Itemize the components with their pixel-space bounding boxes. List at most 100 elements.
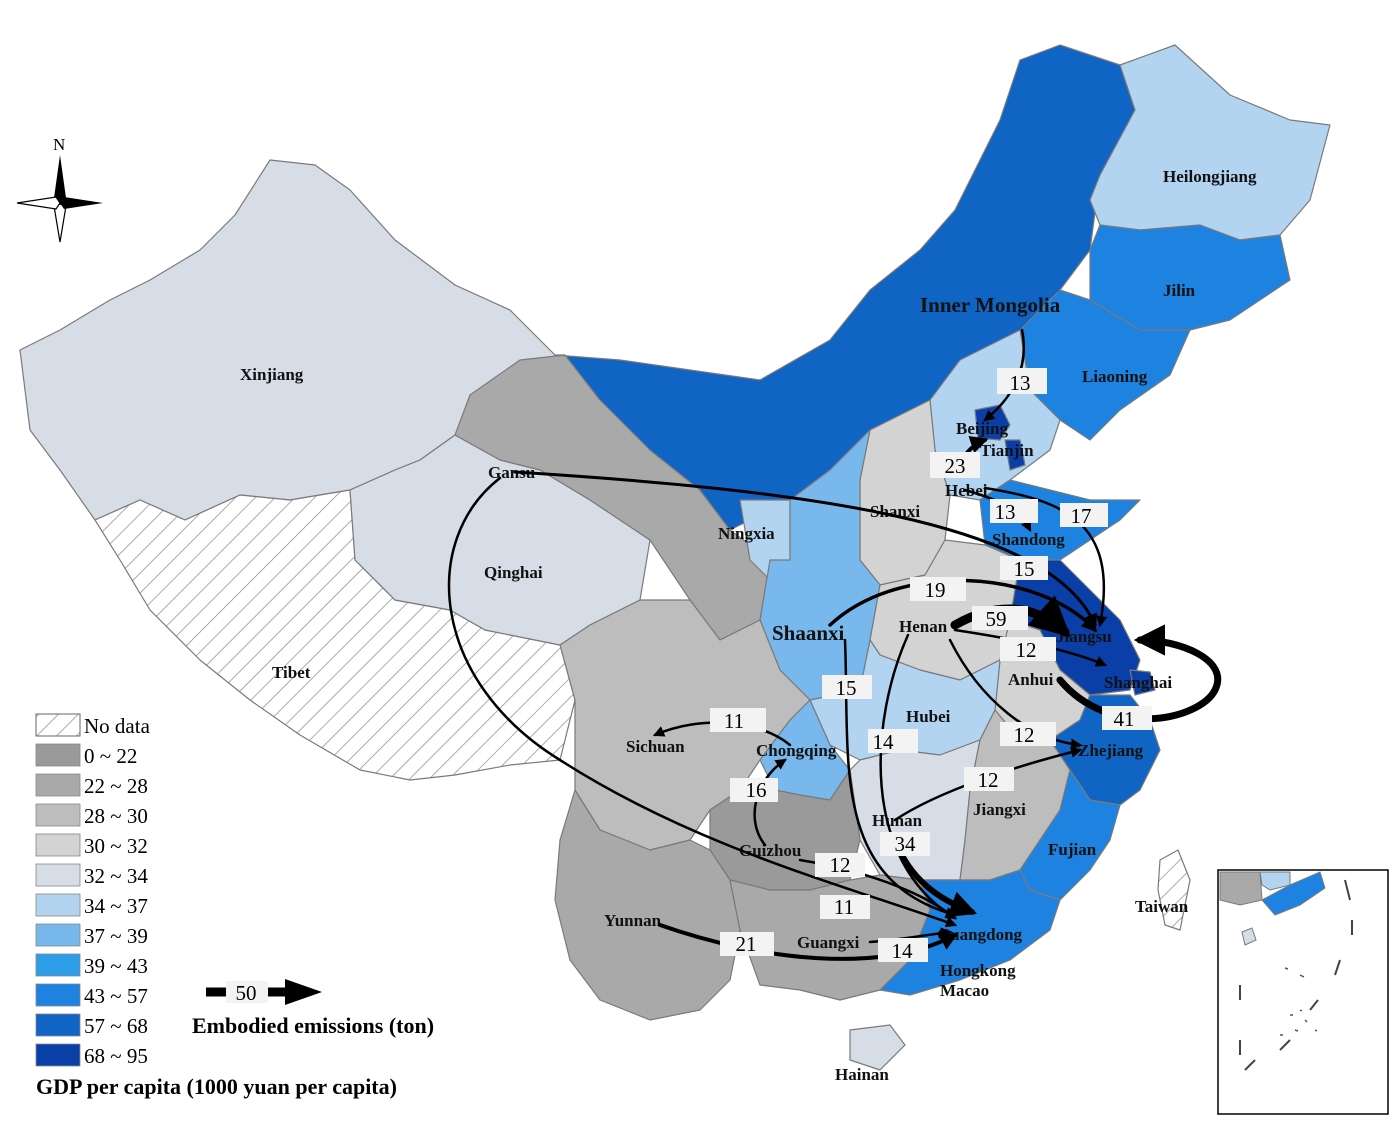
flow-legend-label: Embodied emissions (ton) <box>192 1013 434 1038</box>
legend-swatch-57-68 <box>35 1013 81 1037</box>
provinces-layer <box>19 44 1331 1071</box>
flow-legend-arrow-icon <box>206 979 322 1005</box>
svg-text:59: 59 <box>986 607 1007 631</box>
compass: N <box>16 135 103 243</box>
flow-hn-zj <box>948 638 1083 750</box>
svg-text:14: 14 <box>873 730 895 754</box>
legend-swatch-28-30 <box>35 803 81 827</box>
svg-text:21: 21 <box>736 932 757 956</box>
legend-swatch-32-34 <box>35 863 81 887</box>
region-qinghai <box>349 434 651 646</box>
svg-text:23: 23 <box>945 454 966 478</box>
svg-text:15: 15 <box>836 676 857 700</box>
region-taiwan <box>1157 849 1191 931</box>
label-heilongjiang: Heilongjiang <box>1163 167 1257 186</box>
legend-title: GDP per capita (1000 yuan per capita) <box>36 1074 397 1099</box>
legend-label: 39 ~ 43 <box>84 954 148 978</box>
flow-value-hb-js: 17 <box>1060 503 1108 528</box>
region-guangdong <box>879 869 1061 996</box>
region-tianjin <box>1004 439 1026 471</box>
region-jilin <box>1089 224 1291 331</box>
region-heilongjiang <box>1089 44 1331 241</box>
legend-label: 34 ~ 37 <box>84 894 148 918</box>
label-shanxi: Shanxi <box>870 502 920 521</box>
region-hainan <box>849 1024 906 1071</box>
flow-value-hun-zj: 12 <box>964 767 1014 792</box>
flow-value-hb-bj: 23 <box>930 452 980 478</box>
legend-labels: No data 0 ~ 22 22 ~ 28 28 ~ 30 30 ~ 32 3… <box>84 714 151 1068</box>
label-fujian: Fujian <box>1048 840 1097 859</box>
flow-value-hun-gd: 34 <box>880 832 930 856</box>
label-xinjiang: Xinjiang <box>240 365 304 384</box>
label-guizhou: Guizhou <box>739 841 801 860</box>
legend-label: 37 ~ 39 <box>84 924 148 948</box>
label-shandong: Shandong <box>992 530 1065 549</box>
legend-label: 28 ~ 30 <box>84 804 148 828</box>
legend-label: 32 ~ 34 <box>84 864 148 888</box>
label-beijing: Beijing <box>956 419 1008 438</box>
svg-text:12: 12 <box>830 853 851 877</box>
legend-swatch-39-43 <box>35 953 81 977</box>
svg-text:15: 15 <box>1014 557 1035 581</box>
legend-label: 43 ~ 57 <box>84 984 148 1008</box>
label-jilin: Jilin <box>1163 281 1196 300</box>
legend-swatch-no-data <box>35 713 81 737</box>
label-hunan: Hunan <box>872 811 923 830</box>
flow-value-gs-gd: 11 <box>820 895 870 919</box>
label-yunnan: Yunnan <box>604 911 662 930</box>
flow-legend: 50 Embodied emissions (ton) <box>192 979 434 1038</box>
svg-text:19: 19 <box>925 578 946 602</box>
flow-legend-value: 50 <box>236 981 257 1005</box>
province-labels: Xinjiang Tibet Qinghai Gansu Ningxia Inn… <box>240 167 1257 1084</box>
flow-value-gs-js: 15 <box>1000 556 1048 581</box>
region-shanghai <box>1129 669 1156 696</box>
label-taiwan: Taiwan <box>1135 897 1189 916</box>
label-hubei: Hubei <box>906 707 951 726</box>
compass-north-label: N <box>53 135 65 154</box>
svg-text:16: 16 <box>746 778 767 802</box>
gdp-legend: No data 0 ~ 22 22 ~ 28 28 ~ 30 30 ~ 32 3… <box>35 713 397 1099</box>
label-sichuan: Sichuan <box>626 737 685 756</box>
label-ningxia: Ningxia <box>718 524 775 543</box>
label-macao: Macao <box>940 981 989 1000</box>
svg-text:12: 12 <box>978 768 999 792</box>
legend-label: 68 ~ 95 <box>84 1044 148 1068</box>
legend-swatches <box>35 713 81 1067</box>
label-hongkong: Hongkong <box>940 961 1016 980</box>
flow-hn-gd <box>879 633 957 920</box>
label-chongqing: Chongqing <box>756 741 837 760</box>
legend-swatch-43-57 <box>35 983 81 1007</box>
flow-gs-gd <box>447 476 958 928</box>
flow-value-hn-zj: 12 <box>1000 722 1056 747</box>
legend-swatch-68-95 <box>35 1043 81 1067</box>
legend-label: No data <box>84 714 151 738</box>
flow-value-sx-gd: 15 <box>822 675 872 700</box>
flow-value-cq-sc: 11 <box>710 708 766 733</box>
legend-label: 57 ~ 68 <box>84 1014 148 1038</box>
legend-swatch-34-37 <box>35 893 81 917</box>
compass-rose-icon <box>16 155 103 243</box>
legend-swatch-30-32 <box>35 833 81 857</box>
flow-value-gz-gd: 12 <box>815 853 865 877</box>
label-shanghai: Shanghai <box>1104 673 1172 692</box>
legend-swatch-37-39 <box>35 923 81 947</box>
label-henan: Henan <box>899 617 948 636</box>
flow-value-gz-cq: 16 <box>730 778 778 802</box>
legend-swatch-0-22 <box>35 743 81 767</box>
flow-value-hn-js: 59 <box>972 606 1028 631</box>
flow-value-ah-js: 41 <box>1102 706 1152 731</box>
label-hainan: Hainan <box>835 1065 889 1084</box>
flow-values: 13 23 13 17 15 19 59 12 41 12 12 11 16 1… <box>710 368 1152 963</box>
svg-text:11: 11 <box>724 709 744 733</box>
label-inner-mongolia: Inner Mongolia <box>920 293 1061 317</box>
svg-text:13: 13 <box>995 500 1016 524</box>
label-tianjin: Tianjin <box>980 441 1034 460</box>
svg-text:41: 41 <box>1114 707 1135 731</box>
region-yunnan <box>554 789 741 1021</box>
svg-text:34: 34 <box>895 832 917 856</box>
label-zhejiang: Zhejiang <box>1078 741 1144 760</box>
legend-label: 22 ~ 28 <box>84 774 148 798</box>
svg-text:12: 12 <box>1014 723 1035 747</box>
label-liaoning: Liaoning <box>1082 367 1148 386</box>
